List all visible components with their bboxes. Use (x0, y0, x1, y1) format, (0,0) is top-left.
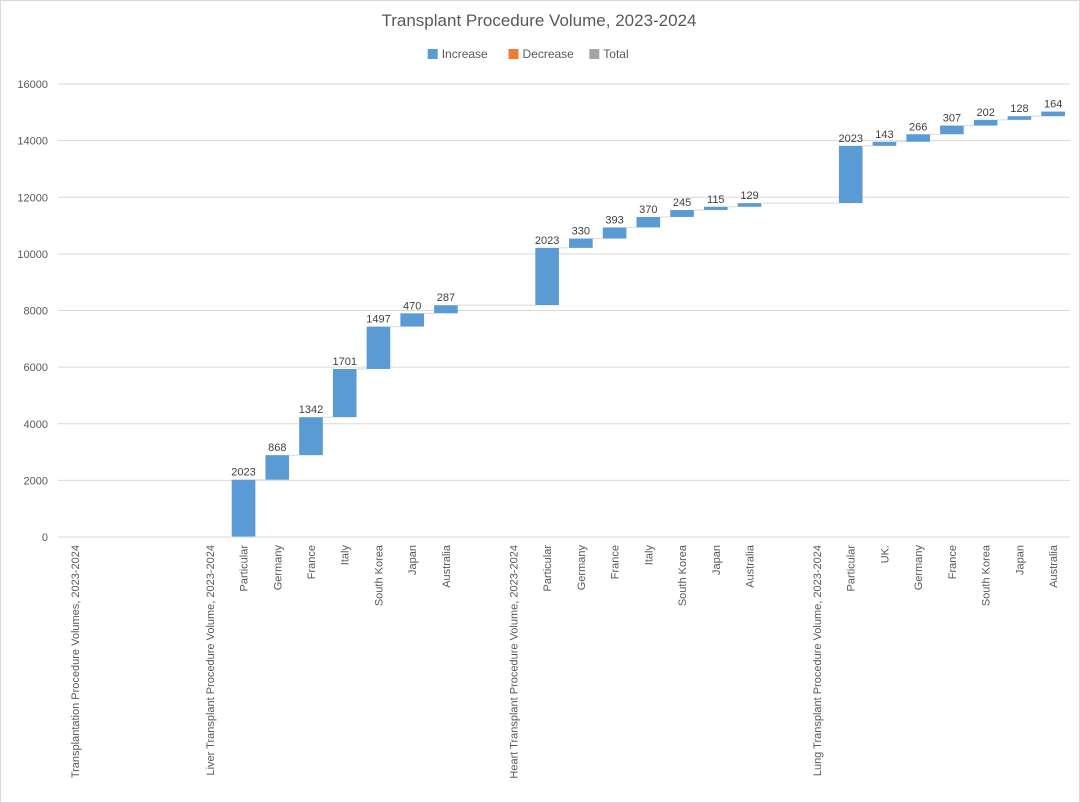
x-category-label: Australia (1048, 544, 1060, 588)
data-label: 115 (707, 194, 725, 206)
connector-lines (255, 115, 1042, 481)
x-category-label: Lung Transplant Procedure Volume, 2023-2… (812, 545, 824, 776)
y-axis: 0 2000 4000 6000 8000 10000 12000 14000 16000 (17, 79, 48, 544)
x-category-label: France (610, 545, 622, 579)
y-tick-label: 0 (42, 532, 48, 544)
y-tick-label: 10000 (17, 249, 48, 261)
legend-label: Total (603, 47, 628, 61)
y-tick-label: 2000 (24, 475, 48, 487)
bar-increase (332, 368, 357, 418)
y-tick-label: 14000 (17, 136, 48, 148)
data-label: 245 (673, 197, 691, 209)
bars (231, 111, 1065, 537)
data-label: 868 (268, 442, 286, 454)
x-category-label: Heart Transplant Procedure Volume, 2023-… (508, 545, 520, 779)
bar-increase (231, 479, 256, 537)
data-label: 470 (403, 300, 421, 312)
data-label: 287 (437, 292, 455, 304)
y-tick-label: 4000 (24, 419, 48, 431)
bar-increase (366, 326, 391, 369)
x-axis: Transplantation Procedure Volumes, 2023-… (58, 536, 1070, 779)
data-label: 129 (740, 190, 758, 202)
bar-increase (872, 141, 897, 146)
legend-swatch (508, 49, 519, 59)
bar-increase (737, 203, 762, 207)
x-category-label: Germany (913, 545, 925, 591)
chart-title: Transplant Procedure Volume, 2023-2024 (381, 11, 696, 30)
data-label: 128 (1010, 103, 1028, 115)
x-category-label: Transplantation Procedure Volumes, 2023-… (70, 545, 82, 778)
bar-increase (569, 238, 593, 248)
data-label: 1342 (299, 404, 323, 416)
data-label: 143 (875, 129, 893, 141)
y-tick-label: 8000 (24, 306, 48, 318)
gridlines (58, 83, 1070, 538)
legend: Increase Decrease Total (427, 47, 629, 61)
x-category-label: South Korea (677, 544, 689, 606)
data-label: 2023 (231, 467, 255, 479)
bar-increase (1007, 116, 1032, 120)
x-category-label: France (947, 545, 959, 579)
data-label: 330 (572, 226, 590, 238)
bar-increase (602, 227, 627, 239)
data-label: 266 (909, 121, 927, 133)
x-category-label: Particular (542, 545, 554, 592)
bar-increase (535, 247, 559, 306)
x-category-label: South Korea (373, 544, 385, 606)
bar-increase (940, 125, 964, 135)
x-category-label: France (306, 545, 318, 579)
data-labels: 2023 868 1342 1701 1497 470 287 2023 330 393 370 24… (231, 99, 1062, 479)
data-label: 393 (605, 214, 623, 226)
bar-increase (400, 313, 425, 327)
data-label: 370 (639, 204, 657, 216)
bar-increase (973, 119, 998, 126)
legend-swatch (427, 49, 438, 59)
x-category-label: UK. (879, 545, 891, 563)
bar-increase (703, 206, 728, 211)
bar-increase (838, 145, 863, 204)
x-category-label: Liver Transplant Procedure Volume, 2023-… (205, 545, 217, 776)
bar-increase (636, 216, 661, 228)
y-tick-label: 12000 (17, 192, 48, 204)
data-label: 2023 (838, 133, 862, 145)
y-tick-label: 6000 (24, 362, 48, 374)
x-category-label: Australia (441, 544, 453, 588)
x-category-label: Australia (745, 544, 757, 588)
x-category-label: Germany (272, 545, 284, 591)
x-category-label: Particular (239, 545, 251, 592)
bar-increase (299, 417, 323, 456)
bar-increase (906, 134, 931, 142)
data-label: 1497 (366, 314, 390, 326)
data-label: 202 (976, 107, 994, 119)
data-label: 2023 (535, 235, 559, 247)
x-category-label: Japan (1014, 545, 1026, 575)
y-tick-label: 16000 (17, 79, 48, 91)
bar-increase (670, 210, 694, 217)
data-label: 1701 (332, 356, 356, 368)
legend-label: Decrease (523, 47, 575, 61)
x-category-label: South Korea (981, 544, 993, 606)
x-category-label: Japan (711, 545, 723, 575)
bar-increase (265, 455, 290, 480)
x-category-label: Particular (846, 545, 858, 592)
legend-swatch (589, 49, 600, 59)
data-label: 307 (943, 113, 961, 125)
data-label: 164 (1044, 99, 1062, 111)
x-category-label: Italy (340, 545, 352, 566)
x-category-label: Italy (643, 545, 655, 566)
x-category-label: Germany (576, 545, 588, 591)
bar-increase (1041, 111, 1065, 117)
x-category-label: Japan (407, 545, 419, 575)
bar-increase (434, 305, 458, 314)
legend-label: Increase (442, 47, 488, 61)
